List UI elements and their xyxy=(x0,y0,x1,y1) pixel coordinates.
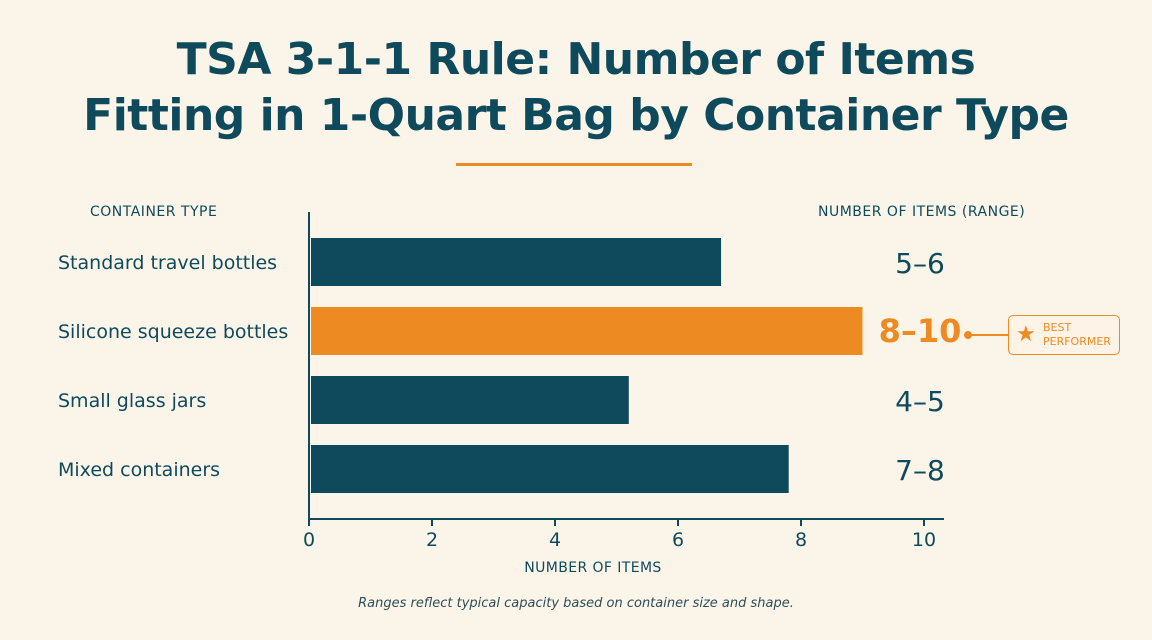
bar xyxy=(311,238,722,286)
x-tick-label: 8 xyxy=(795,529,807,551)
x-tick-label: 0 xyxy=(303,529,315,551)
range-column-header: NUMBER OF ITEMS (RANGE) xyxy=(818,204,1026,220)
x-tick-label: 2 xyxy=(426,529,438,551)
bar xyxy=(311,376,629,424)
x-axis-label: NUMBER OF ITEMS xyxy=(524,560,661,576)
chart-title-line-1: TSA 3-1-1 Rule: Number of Items xyxy=(176,34,976,85)
category-label: Standard travel bottles xyxy=(58,252,277,274)
category-label: Small glass jars xyxy=(58,390,206,412)
footnote: Ranges reflect typical capacity based on… xyxy=(358,596,794,611)
badge-label-line-2: PERFORMER xyxy=(1043,335,1111,348)
x-tick-label: 6 xyxy=(672,529,684,551)
range-label: 5–6 xyxy=(895,247,945,280)
bar xyxy=(311,445,789,493)
x-tick-label: 10 xyxy=(912,529,936,551)
x-tick-label: 4 xyxy=(549,529,561,551)
best-performer-badge: ★ BEST PERFORMER xyxy=(1008,315,1120,355)
range-label: 4–5 xyxy=(895,385,945,418)
badge-connector-line xyxy=(968,334,1008,336)
title-underline xyxy=(456,163,692,166)
chart-title: TSA 3-1-1 Rule: Number of Items Fitting … xyxy=(0,32,1152,144)
star-icon: ★ xyxy=(1016,322,1036,347)
range-label: 7–8 xyxy=(895,454,945,487)
category-label: Mixed containers xyxy=(58,459,220,481)
category-column-header: CONTAINER TYPE xyxy=(90,204,218,220)
range-label: 8–10 xyxy=(879,312,962,350)
chart-title-line-2: Fitting in 1-Quart Bag by Container Type xyxy=(83,90,1069,141)
bar xyxy=(311,307,863,355)
badge-label-line-1: BEST xyxy=(1043,321,1072,334)
category-label: Silicone squeeze bottles xyxy=(58,321,288,343)
badge-label: BEST PERFORMER xyxy=(1043,321,1119,349)
